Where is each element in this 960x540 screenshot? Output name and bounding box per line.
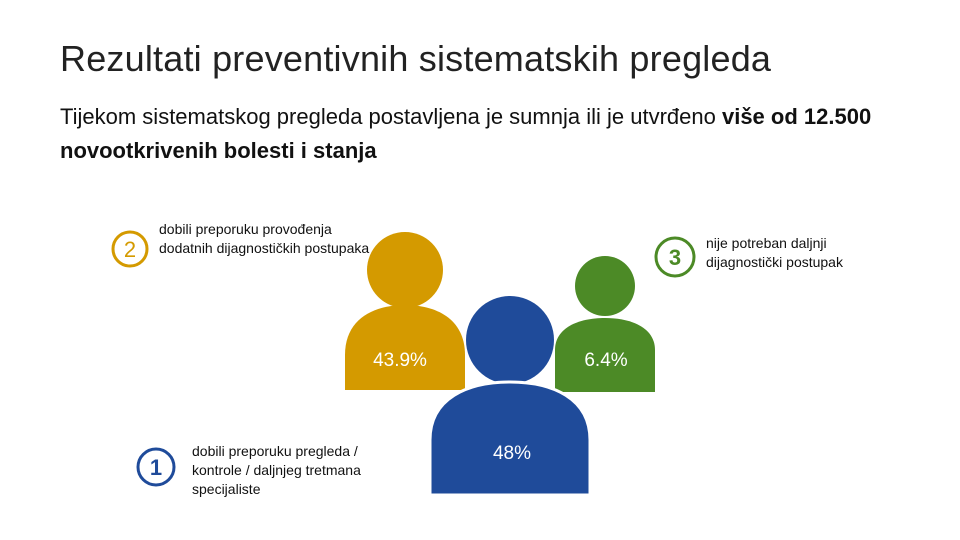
person-gold xyxy=(345,232,465,390)
badge-3-ring xyxy=(654,236,696,278)
badge-1: 1 xyxy=(136,447,176,487)
page-title: Rezultati preventivnih sistematskih preg… xyxy=(60,38,772,79)
page-subtitle: Tijekom sistematskog pregleda postavljen… xyxy=(60,100,920,168)
person-green-head xyxy=(575,256,635,316)
badge-3: 3 xyxy=(654,236,696,278)
person-gold-head xyxy=(367,232,443,308)
subtitle-bold: više od 12.500 novootkrivenih bolesti i … xyxy=(60,104,872,163)
badge-2-number: 2 xyxy=(124,237,136,262)
person-blue-body xyxy=(428,380,592,497)
category-label-2: dobili preporuku provođenja dodatnih dij… xyxy=(159,221,370,256)
badge-2: 2 xyxy=(111,230,149,268)
person-green-body xyxy=(555,318,655,392)
person-green xyxy=(555,256,655,392)
value-label-blue: 48% xyxy=(493,443,531,464)
badge-1-number: 1 xyxy=(150,455,162,480)
person-blue-head xyxy=(466,296,554,384)
value-label-gold: 43.9% xyxy=(373,350,427,371)
category-label-1: dobili preporuku pregleda / kontrole / d… xyxy=(192,443,361,497)
badge-3-number: 3 xyxy=(669,245,681,270)
value-label-green: 6.4% xyxy=(584,350,627,371)
badge-2-ring xyxy=(111,230,149,268)
person-gold-body xyxy=(345,305,465,390)
person-blue xyxy=(428,296,592,497)
badge-1-ring xyxy=(136,447,176,487)
subtitle-regular: Tijekom sistematskog pregleda postavljen… xyxy=(60,104,722,129)
category-label-3: nije potreban daljnji dijagnostički post… xyxy=(706,235,843,270)
